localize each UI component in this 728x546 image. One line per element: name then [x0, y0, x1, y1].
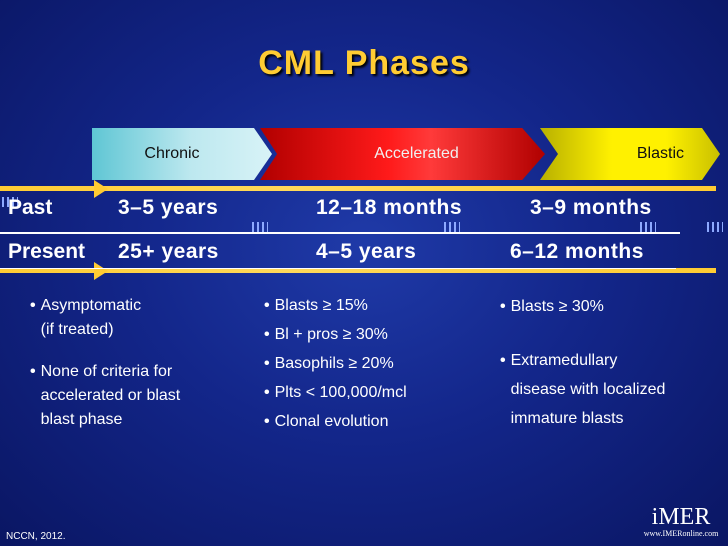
list-item: • None of criteria for accelerated or bla… [30, 360, 240, 432]
list-item: • Plts < 100,000/mcl [264, 384, 407, 401]
hatch-mark [640, 222, 656, 232]
phase-chronic: Chronic [92, 128, 272, 180]
timeline-band-past [0, 186, 716, 191]
criterion-text: Bl + pros ≥ 30% [274, 326, 388, 343]
list-item: • Blasts ≥ 30% [500, 298, 604, 315]
present-chronic-duration: 25+ years [118, 240, 219, 263]
criteria-blastic-list: • Blasts ≥ 30% • Extramedullary disease wi… [500, 292, 720, 439]
logo-url: www.IMERonline.com [643, 529, 719, 538]
criteria-accelerated-list: • Blasts ≥ 15% • Bl + pros ≥ 30% • Basophil… [264, 294, 494, 439]
past-chronic-duration: 3–5 years [118, 196, 219, 219]
past-accelerated-duration: 12–18 months [316, 196, 463, 219]
row-label-past: Past [8, 196, 53, 219]
logo-mark: iMER [651, 504, 711, 530]
criterion-text: Clonal evolution [274, 413, 389, 430]
list-item: • Asymptomatic (if treated) [30, 294, 240, 342]
list-item: • Bl + pros ≥ 30% [264, 326, 388, 343]
hatch-mark [444, 222, 460, 232]
list-item: • Clonal evolution [264, 413, 389, 430]
imer-logo: iMER www.IMERonline.com [642, 505, 720, 538]
timeline-arrowhead-present [94, 262, 108, 280]
hatch-mark [707, 222, 723, 232]
source-citation: NCCN, 2012. [6, 531, 66, 542]
criterion-text: Basophils ≥ 20% [274, 355, 394, 372]
row-divider [0, 268, 676, 269]
criterion-text: Blasts ≥ 30% [510, 298, 604, 315]
hatch-mark [2, 197, 18, 207]
criterion-text: Extramedullary disease with localized im… [510, 352, 666, 427]
row-label-present: Present [8, 240, 86, 263]
phase-chronic-label: Chronic [144, 145, 200, 162]
row-divider [0, 232, 680, 234]
criterion-text: Plts < 100,000/mcl [274, 384, 407, 401]
hatch-mark [252, 222, 268, 232]
present-accelerated-duration: 4–5 years [316, 240, 417, 263]
criteria-chronic-list: • Asymptomatic (if treated) • None of crit… [30, 294, 240, 438]
list-item: • Basophils ≥ 20% [264, 355, 394, 372]
phase-blastic: Blastic [540, 128, 720, 180]
past-blastic-duration: 3–9 months [530, 196, 652, 219]
criterion-text: Blasts ≥ 15% [274, 297, 368, 314]
list-item: • Blasts ≥ 15% [264, 297, 368, 314]
phase-accelerated: Accelerated [260, 128, 545, 180]
page-title: CML Phases [258, 44, 470, 82]
present-blastic-duration: 6–12 months [510, 240, 644, 263]
phase-blastic-label: Blastic [636, 145, 684, 162]
timeline-band-present [0, 268, 716, 273]
criterion-text: Asymptomatic (if treated) [40, 297, 142, 338]
timeline-arrowhead-past [94, 180, 108, 198]
list-item: • Extramedullary disease with localized i… [500, 346, 720, 433]
criterion-text: None of criteria for accelerated or blas… [40, 363, 181, 428]
phase-accelerated-label: Accelerated [374, 145, 459, 162]
